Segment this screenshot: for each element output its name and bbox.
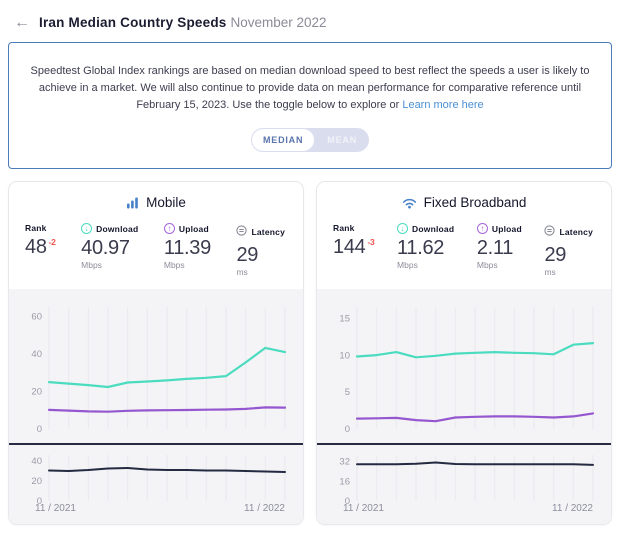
upload-value: 11.39 — [163, 237, 211, 260]
download-icon: ↓ — [81, 223, 93, 235]
toggle-option-median[interactable]: MEDIAN — [250, 128, 316, 153]
latency-label: Latency — [559, 227, 593, 238]
fixed-chart-area: 0 5 10 15 0 16 32 11 / 2021 11 / 2022 — [317, 289, 611, 525]
stat-download: ↓ Download 11.62 Mbps — [397, 223, 454, 277]
svg-text:0: 0 — [37, 496, 42, 507]
page-title: Iran Median Country Speeds — [39, 15, 227, 30]
download-label: Download — [412, 223, 455, 234]
median-mean-toggle[interactable]: MEDIAN MEAN — [250, 128, 369, 153]
svg-text:32: 32 — [339, 457, 350, 468]
latency-unit: ms — [236, 267, 248, 278]
chart-divider — [317, 443, 611, 446]
upload-label: Upload — [491, 223, 522, 234]
rank-label: Rank — [25, 223, 47, 234]
fixed-panel-title: Fixed Broadband — [423, 195, 527, 211]
svg-text:16: 16 — [339, 476, 350, 487]
mobile-chart-area: 0 20 40 60 0 20 40 11 / 2021 11 / 2022 — [9, 289, 303, 525]
notice-text: Speedtest Global Index rankings are base… — [30, 65, 590, 112]
svg-text:40: 40 — [31, 349, 42, 360]
download-unit: Mbps — [81, 260, 102, 271]
mobile-speed-chart: 0 20 40 60 — [19, 293, 293, 441]
latency-unit: ms — [544, 267, 556, 278]
fixed-panel-header: Fixed Broadband — [317, 182, 611, 219]
upload-icon: ↑ — [163, 223, 175, 235]
download-unit: Mbps — [397, 260, 418, 271]
download-label: Download — [96, 223, 139, 234]
wifi-icon — [402, 197, 417, 209]
chart-divider — [9, 443, 303, 446]
learn-more-link[interactable]: Learn more here — [402, 99, 484, 112]
rank-label: Rank — [333, 223, 355, 234]
svg-text:10: 10 — [339, 350, 350, 361]
upload-value: 2.11 — [476, 237, 514, 260]
svg-text:0: 0 — [345, 496, 350, 507]
stat-upload: ↑ Upload 11.39 Mbps — [163, 223, 211, 277]
svg-text:0: 0 — [345, 424, 350, 435]
svg-text:60: 60 — [31, 312, 42, 323]
stat-latency: Latency 29 ms — [236, 223, 285, 277]
mobile-x-axis: 11 / 2021 11 / 2022 — [19, 503, 293, 520]
svg-text:15: 15 — [339, 313, 350, 324]
download-value: 40.97 — [81, 237, 130, 260]
upload-icon: ↑ — [476, 223, 488, 235]
rank-change-badge: -3 — [367, 237, 375, 248]
notice-box: Speedtest Global Index rankings are base… — [8, 42, 612, 170]
latency-value: 29 — [544, 244, 567, 267]
latency-icon — [544, 223, 556, 241]
rank-value: 144 -3 — [333, 236, 375, 259]
stat-upload: ↑ Upload 2.11 Mbps — [476, 223, 522, 277]
download-value: 11.62 — [397, 237, 445, 260]
fixed-stats: Rank 144 -3 ↓ Download 11.62 Mbps ↑ Uploa… — [317, 219, 611, 287]
back-arrow-icon[interactable]: ← — [14, 14, 30, 31]
stat-download: ↓ Download 40.97 Mbps — [81, 223, 138, 277]
rank-value: 48 -2 — [25, 236, 56, 259]
upload-unit: Mbps — [163, 260, 185, 271]
upload-unit: Mbps — [476, 260, 498, 271]
latency-value: 29 — [236, 244, 259, 267]
svg-text:40: 40 — [31, 456, 42, 467]
download-icon: ↓ — [397, 223, 409, 235]
stat-rank: Rank 144 -3 — [333, 223, 375, 277]
rank-change-badge: -2 — [48, 237, 56, 248]
fixed-speed-chart: 0 5 10 15 — [327, 293, 601, 441]
svg-text:0: 0 — [37, 424, 42, 435]
page-subtitle: November 2022 — [230, 15, 327, 30]
fixed-x-axis: 11 / 2021 11 / 2022 — [327, 503, 601, 520]
page-header: ← Iran Median Country Speeds November 202… — [8, 8, 612, 42]
svg-text:20: 20 — [31, 387, 42, 398]
mobile-panel-title: Mobile — [146, 195, 186, 211]
stat-latency: Latency 29 ms — [544, 223, 593, 277]
upload-label: Upload — [178, 223, 209, 234]
latency-label: Latency — [251, 227, 285, 238]
panels-container: Mobile Rank 48 -2 ↓ Download 40.97 Mbps ↑… — [8, 181, 612, 526]
svg-text:20: 20 — [31, 476, 42, 487]
svg-text:5: 5 — [345, 387, 350, 398]
mobile-signal-icon — [126, 197, 139, 209]
stat-rank: Rank 48 -2 — [25, 223, 56, 277]
toggle-option-mean[interactable]: MEAN — [327, 135, 357, 146]
mobile-panel-header: Mobile — [9, 182, 303, 219]
latency-icon — [236, 223, 248, 241]
mobile-panel: Mobile Rank 48 -2 ↓ Download 40.97 Mbps ↑… — [8, 181, 304, 526]
mobile-latency-chart: 0 20 40 — [19, 447, 293, 507]
fixed-broadband-panel: Fixed Broadband Rank 144 -3 ↓ Download 11… — [316, 181, 612, 526]
fixed-latency-chart: 0 16 32 — [327, 447, 601, 507]
mobile-stats: Rank 48 -2 ↓ Download 40.97 Mbps ↑ Upload… — [9, 219, 303, 287]
